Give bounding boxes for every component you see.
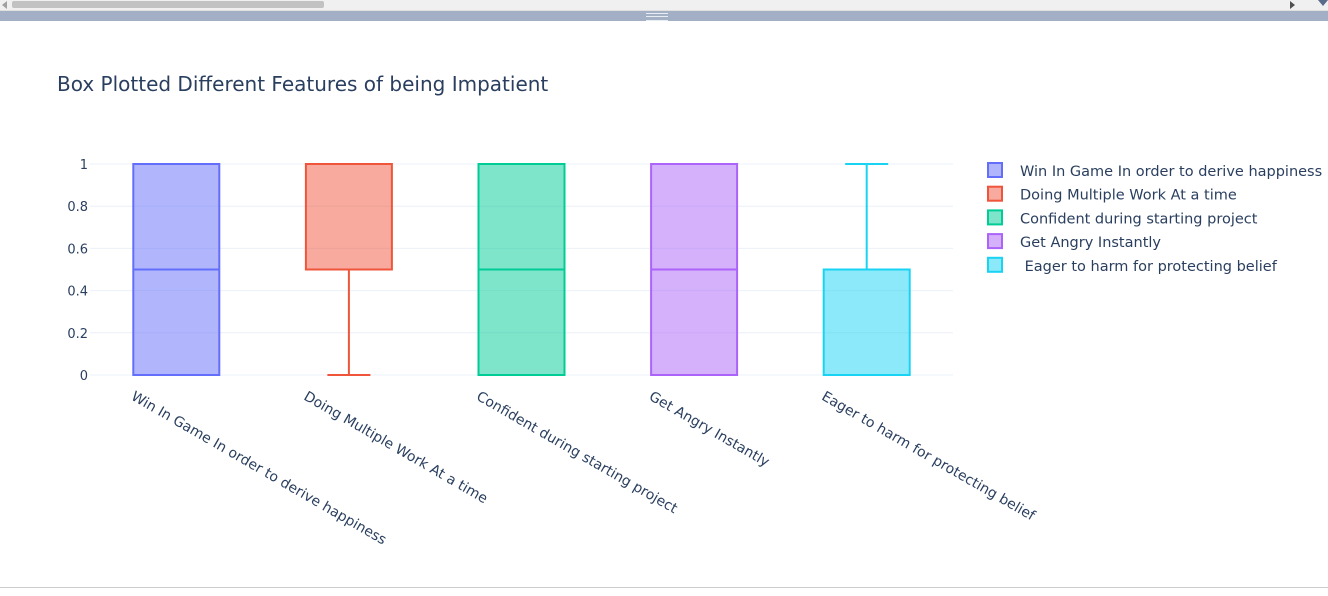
box-2[interactable] xyxy=(304,163,393,376)
chart-title: Box Plotted Different Features of being … xyxy=(57,72,548,96)
legend-swatch xyxy=(987,256,1003,273)
scroll-left-arrow-icon[interactable] xyxy=(2,1,7,9)
legend-label: Get Angry Instantly xyxy=(1020,235,1161,251)
legend-swatch xyxy=(987,162,1003,178)
legend-label: Confident during starting project xyxy=(1020,211,1258,227)
bottom-divider xyxy=(0,587,1328,588)
y-tick-label: 0.8 xyxy=(67,200,88,215)
legend-swatch xyxy=(987,233,1003,250)
y-axis-ticks: 0 0.2 0.4 0.6 0.8 1 xyxy=(67,158,88,384)
legend-label: Eager to harm for protecting belief xyxy=(1020,259,1278,275)
box-3[interactable] xyxy=(477,163,566,376)
legend-item[interactable]: Get Angry Instantly xyxy=(987,233,1161,251)
legend-label: Doing Multiple Work At a time xyxy=(1020,188,1237,204)
x-tick-label: Confident during starting project xyxy=(474,389,681,518)
horizontal-scrollbar[interactable] xyxy=(0,0,1328,11)
legend-item[interactable]: Win In Game In order to derive happiness xyxy=(987,162,1322,180)
scroll-right-arrow-icon[interactable] xyxy=(1290,1,1295,9)
box-plot-chart: Box Plotted Different Features of being … xyxy=(57,72,1322,549)
splitter-grip-icon[interactable] xyxy=(646,13,668,21)
legend-item[interactable]: Eager to harm for protecting belief xyxy=(987,256,1278,275)
box-body xyxy=(304,163,393,271)
y-tick-label: 0.6 xyxy=(67,242,88,257)
x-tick-label: Get Angry Instantly xyxy=(646,389,772,471)
legend-swatch xyxy=(987,209,1003,226)
box-body xyxy=(822,268,911,376)
box-4[interactable] xyxy=(650,163,739,376)
boxes xyxy=(132,163,911,376)
legend-item[interactable]: Confident during starting project xyxy=(987,209,1258,227)
x-tick-label: Eager to harm for protecting belief xyxy=(819,389,1039,525)
legend-label: Win In Game In order to derive happiness xyxy=(1020,164,1322,180)
scrollbar-thumb[interactable] xyxy=(12,1,324,8)
y-tick-label: 0.2 xyxy=(67,327,88,342)
legend[interactable]: Win In Game In order to derive happiness… xyxy=(987,162,1322,275)
box-5[interactable] xyxy=(822,163,911,376)
y-tick-label: 0.4 xyxy=(67,285,88,300)
legend-item[interactable]: Doing Multiple Work At a time xyxy=(987,185,1237,204)
x-tick-label: Doing Multiple Work At a time xyxy=(301,389,490,508)
corner-arrow-icon xyxy=(1318,0,1328,6)
x-axis-ticks: Win In Game In order to derive happiness… xyxy=(128,389,1038,549)
legend-swatch xyxy=(987,185,1003,202)
panel-splitter[interactable] xyxy=(0,11,1328,21)
box-1[interactable] xyxy=(132,163,221,376)
y-tick-label: 0 xyxy=(80,369,88,384)
y-tick-label: 1 xyxy=(80,158,88,173)
